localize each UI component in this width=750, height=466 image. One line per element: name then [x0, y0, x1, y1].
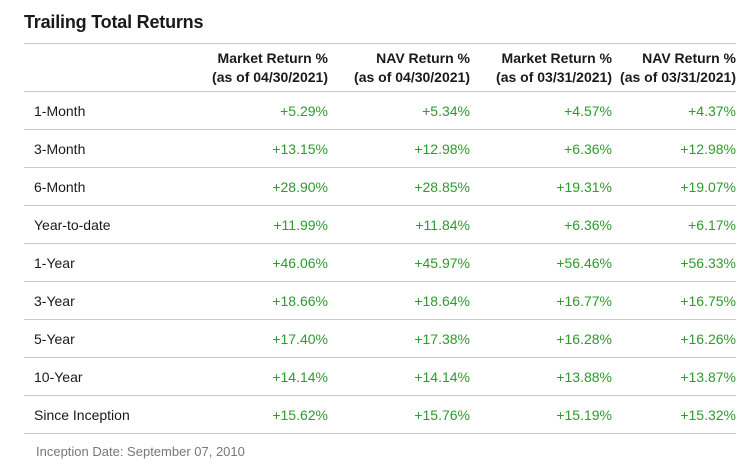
return-value: +12.98%	[414, 140, 470, 157]
table-header: Market Return % (as of 04/30/2021) NAV R…	[24, 43, 736, 92]
return-value: +17.40%	[272, 330, 328, 347]
column-date: (as of 04/30/2021)	[354, 68, 470, 85]
return-value: +16.28%	[556, 330, 612, 347]
return-value: +56.46%	[556, 254, 612, 271]
table-row: 3-Year +18.66% +18.64% +16.77% +16.75%	[24, 281, 736, 320]
return-value: +11.84%	[415, 216, 470, 233]
return-value: +14.14%	[272, 368, 328, 385]
return-value: +45.97%	[414, 254, 470, 271]
return-value: +5.29%	[280, 102, 328, 119]
return-value: +6.17%	[688, 216, 736, 233]
column-title: Market Return %	[217, 49, 328, 66]
table-row: 6-Month +28.90% +28.85% +19.31% +19.07%	[24, 167, 736, 206]
column-date: (as of 04/30/2021)	[212, 68, 328, 85]
table-row: Since Inception +15.62% +15.76% +15.19% …	[24, 395, 736, 434]
return-value: +16.75%	[680, 292, 736, 309]
table-row: 1-Year +46.06% +45.97% +56.46% +56.33%	[24, 243, 736, 282]
table-row: Year-to-date +11.99% +11.84% +6.36% +6.1…	[24, 205, 736, 244]
row-label: 3-Month	[34, 140, 86, 157]
return-value: +13.87%	[680, 368, 736, 385]
return-value: +28.85%	[414, 178, 470, 195]
return-value: +4.57%	[564, 102, 612, 119]
return-value: +16.26%	[680, 330, 736, 347]
return-value: +19.07%	[680, 178, 736, 195]
inception-date-note: Inception Date: September 07, 2010	[36, 444, 245, 459]
header-cell-market-return-mar: Market Return % (as of 03/31/2021)	[470, 44, 612, 92]
return-value: +28.90%	[272, 178, 328, 195]
page-title: Trailing Total Returns	[24, 12, 204, 32]
column-date: (as of 03/31/2021)	[496, 68, 612, 85]
row-label: 5-Year	[34, 330, 75, 347]
returns-table: Market Return % (as of 04/30/2021) NAV R…	[24, 43, 736, 434]
return-value: +16.77%	[556, 292, 612, 309]
return-value: +12.98%	[680, 140, 736, 157]
return-value: +13.88%	[556, 368, 612, 385]
return-value: +19.31%	[556, 178, 612, 195]
header-cell-nav-return-apr: NAV Return % (as of 04/30/2021)	[328, 44, 470, 92]
row-label: Year-to-date	[34, 216, 111, 233]
row-label: 6-Month	[34, 178, 86, 195]
return-value: +15.76%	[414, 406, 470, 423]
return-value: +6.36%	[564, 140, 612, 157]
return-value: +14.14%	[414, 368, 470, 385]
header-cell-nav-return-mar: NAV Return % (as of 03/31/2021)	[612, 44, 736, 92]
table-body: 1-Month +5.29% +5.34% +4.57% +4.37% 3-Mo…	[24, 91, 736, 434]
return-value: +18.64%	[414, 292, 470, 309]
row-label: 3-Year	[34, 292, 75, 309]
return-value: +13.15%	[272, 140, 328, 157]
return-value: +18.66%	[272, 292, 328, 309]
return-value: +46.06%	[272, 254, 328, 271]
table-row: 1-Month +5.29% +5.34% +4.57% +4.37%	[24, 91, 736, 130]
table-row: 10-Year +14.14% +14.14% +13.88% +13.87%	[24, 357, 736, 396]
return-value: +15.19%	[556, 406, 612, 423]
row-label: 1-Month	[34, 102, 86, 119]
table-row: 5-Year +17.40% +17.38% +16.28% +16.26%	[24, 319, 736, 358]
header-row: Market Return % (as of 04/30/2021) NAV R…	[24, 43, 736, 92]
return-value: +5.34%	[422, 102, 470, 119]
row-label: 1-Year	[34, 254, 75, 271]
row-label: 10-Year	[34, 368, 83, 385]
table-row: 3-Month +13.15% +12.98% +6.36% +12.98%	[24, 129, 736, 168]
column-title: NAV Return %	[376, 49, 470, 66]
header-cell-market-return-apr: Market Return % (as of 04/30/2021)	[186, 44, 328, 92]
row-label: Since Inception	[34, 406, 130, 423]
return-value: +17.38%	[414, 330, 470, 347]
return-value: +6.36%	[564, 216, 612, 233]
return-value: +15.32%	[680, 406, 736, 423]
return-value: +15.62%	[272, 406, 328, 423]
return-value: +11.99%	[273, 216, 328, 233]
return-value: +56.33%	[680, 254, 736, 271]
return-value: +4.37%	[688, 102, 736, 119]
header-cell-period	[24, 44, 186, 92]
column-title: Market Return %	[501, 49, 612, 66]
column-title: NAV Return %	[642, 49, 736, 66]
column-date: (as of 03/31/2021)	[620, 68, 736, 85]
